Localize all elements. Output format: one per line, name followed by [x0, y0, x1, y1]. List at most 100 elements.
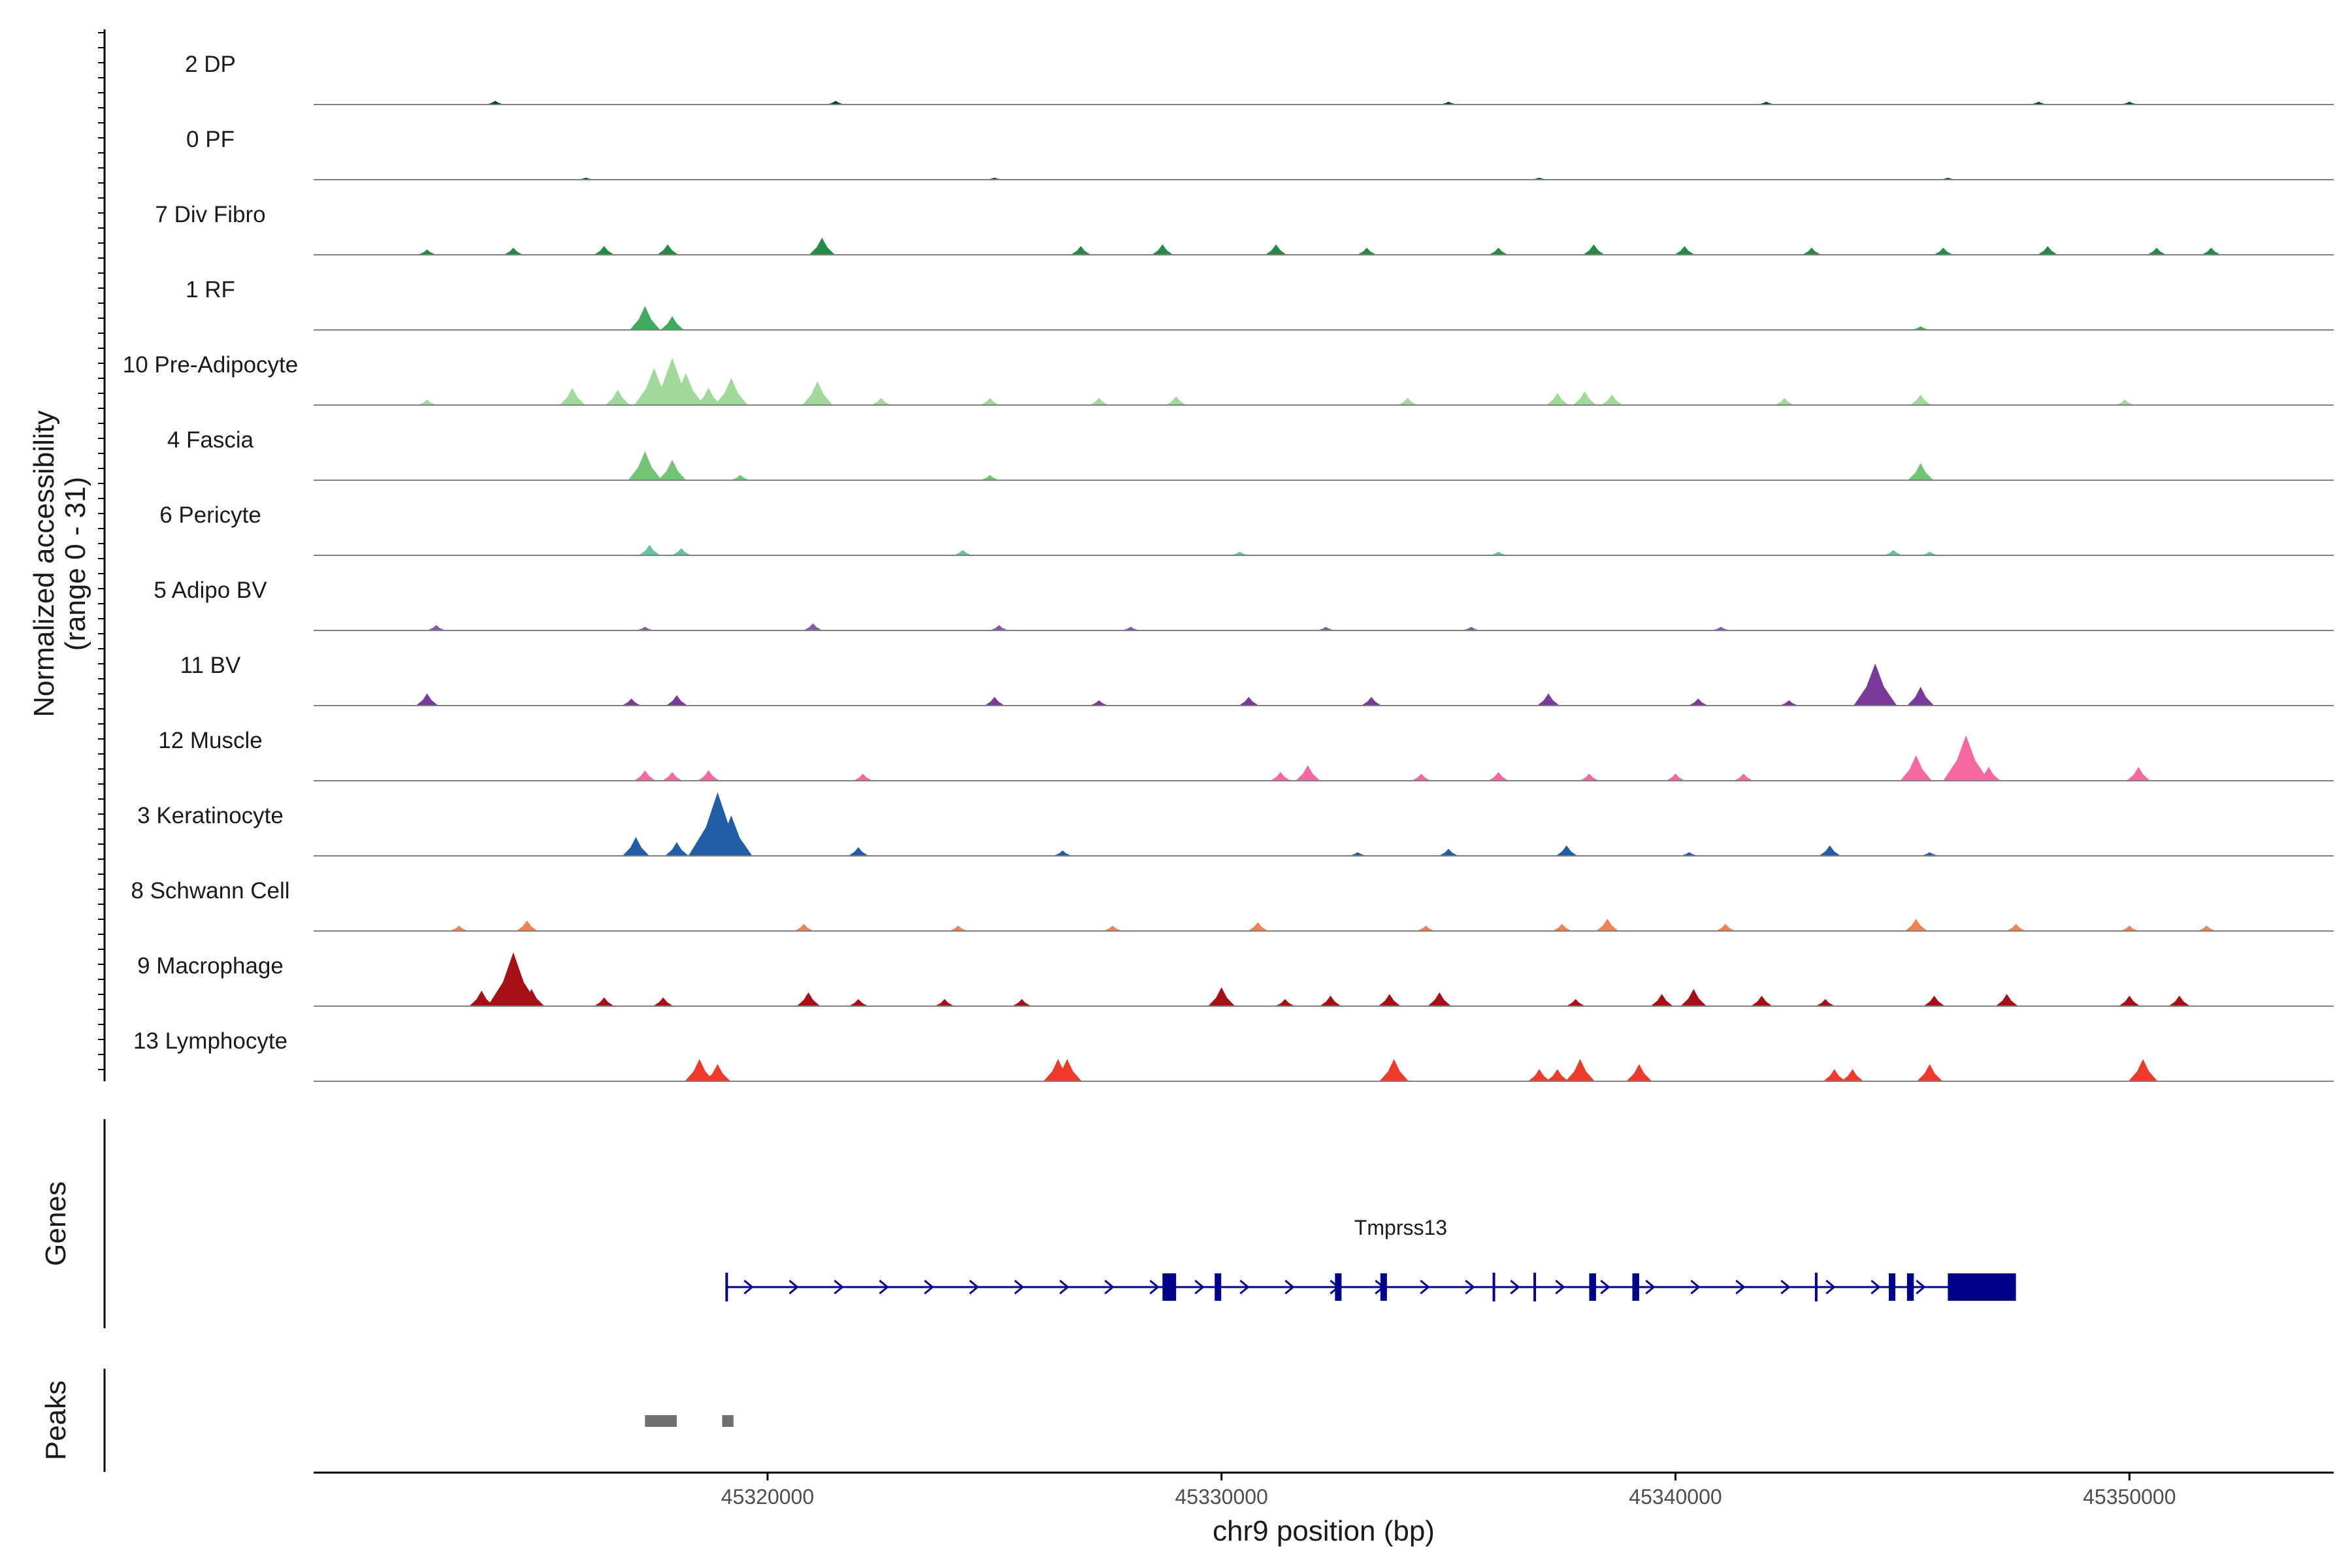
coverage-peak — [661, 772, 683, 781]
coverage-peak — [1942, 735, 1989, 781]
coverage-peak — [1546, 393, 1569, 406]
coverage-peak — [1578, 774, 1600, 781]
x-axis-ticks: 45320000 45330000 45340000 45350000 — [721, 1473, 2176, 1509]
strand-arrow-icon — [1690, 1279, 1701, 1295]
coverage-peak — [1269, 772, 1292, 781]
gene-exon — [1589, 1273, 1596, 1301]
x-axis-title: chr9 position (bp) — [1213, 1515, 1435, 1547]
coverage-peak — [664, 841, 689, 857]
coverage-peak — [1238, 696, 1260, 706]
coverage-peak — [1247, 922, 1269, 932]
coverage-peak — [515, 921, 538, 932]
coverage-peak — [1650, 994, 1674, 1007]
coverage-peak — [2198, 925, 2215, 932]
genes-panel-title: Genes — [40, 1181, 72, 1266]
strand-arrow-icon — [1825, 1279, 1836, 1295]
coverage-peak — [1165, 396, 1187, 406]
track-label: 1 RF — [186, 277, 235, 302]
coverage-peak — [2006, 924, 2027, 932]
coverage-peak — [1573, 391, 1597, 406]
coverage-peak — [954, 549, 972, 556]
coverage-peak — [848, 999, 869, 1007]
coverage-peak — [605, 389, 630, 406]
track-13-lymphocyte: 13 Lymphocyte — [133, 1028, 2334, 1082]
coverage-peak — [621, 698, 642, 706]
strand-arrow-icon — [969, 1279, 979, 1295]
coverage-peak — [1070, 246, 1092, 255]
coverage-peak — [2126, 766, 2151, 781]
coverage-peak — [1906, 687, 1935, 706]
peak-region — [722, 1415, 734, 1427]
strand-arrow-icon — [1465, 1279, 1475, 1295]
track-5-adipo-bv: 5 Adipo BV — [154, 578, 2334, 631]
coverage-peak — [416, 693, 439, 706]
coverage-peak — [418, 399, 436, 406]
coverage-peak — [2121, 925, 2138, 932]
coverage-peak — [1601, 395, 1624, 406]
track-12-muscle: 12 Muscle — [158, 728, 2334, 781]
coverage-peak — [1923, 996, 1946, 1007]
coverage-peak — [847, 847, 869, 857]
coverage-peak — [1054, 850, 1071, 857]
coverage-peak — [934, 999, 955, 1007]
coverage-peak — [1488, 772, 1509, 781]
coverage-peak — [704, 1064, 731, 1082]
coverage-peak — [1397, 398, 1418, 406]
peaks-panel — [645, 1415, 734, 1427]
strand-arrow-icon — [1420, 1279, 1430, 1295]
track-7-div-fibro: 7 Div Fibro — [155, 202, 2334, 255]
track-label: 11 BV — [180, 653, 241, 678]
track-2-dp: 2 DP — [185, 52, 2334, 105]
coverage-peak — [652, 997, 674, 1007]
coverage-peak — [1378, 994, 1401, 1007]
coverage-peak — [981, 474, 999, 481]
gene-exon — [1162, 1273, 1177, 1301]
track-label: 6 Pericyte — [159, 502, 261, 528]
strand-arrow-icon — [1284, 1279, 1295, 1295]
peaks-title-text: Peaks — [40, 1380, 72, 1460]
x-tick-label: 45340000 — [1629, 1485, 1722, 1509]
strand-arrow-icon — [743, 1279, 754, 1295]
peak-region — [645, 1415, 677, 1427]
coverage-peak — [1011, 999, 1032, 1007]
coverage-peak — [1822, 1069, 1846, 1082]
coverage-peak — [1090, 700, 1107, 706]
track-label: 7 Div Fibro — [155, 202, 265, 227]
coverage-peak — [1151, 244, 1174, 255]
coverage-peak — [853, 774, 874, 781]
x-tick-label: 45350000 — [2083, 1485, 2176, 1509]
coverage-peak — [503, 248, 524, 255]
coverage-peak — [450, 925, 468, 932]
coverage-tracks: 2 DP 0 PF 7 Div Fibro 1 RF 10 Pre-Adipocyte 4… — [123, 52, 2334, 1082]
gene-exon — [1380, 1273, 1387, 1301]
coverage-peak — [1488, 248, 1509, 255]
strand-arrow-icon — [1104, 1279, 1115, 1295]
coverage-peak — [1552, 924, 1573, 932]
coverage-peak — [1319, 996, 1342, 1007]
strand-arrow-icon — [924, 1279, 934, 1295]
coverage-peak — [1688, 698, 1708, 706]
coverage-peak — [1527, 1069, 1551, 1082]
coverage-peak — [593, 997, 615, 1007]
coverage-peak — [697, 770, 720, 781]
strand-arrow-icon — [1510, 1279, 1520, 1295]
track-4-fascia: 4 Fascia — [167, 427, 2334, 481]
coverage-peak — [1103, 925, 1121, 932]
track-label: 10 Pre-Adipocyte — [123, 352, 298, 378]
coverage-peak — [657, 244, 679, 255]
coverage-peak — [949, 925, 967, 932]
coverage-peak — [793, 924, 814, 932]
strand-arrow-icon — [1239, 1279, 1250, 1295]
coverage-peak — [665, 695, 688, 706]
track-label: 12 Muscle — [158, 728, 263, 753]
coverage-peak — [1555, 845, 1578, 857]
gene-exon — [1215, 1273, 1222, 1301]
coverage-peak — [2116, 399, 2134, 406]
coverage-peak — [2128, 1059, 2158, 1082]
coverage-peak — [1885, 549, 1902, 556]
coverage-peak — [671, 548, 692, 556]
track-label: 8 Schwann Cell — [131, 878, 289, 904]
coverage-peak — [1933, 248, 1953, 255]
coverage-peak — [1565, 999, 1586, 1007]
track-label: 13 Lymphocyte — [133, 1028, 287, 1054]
